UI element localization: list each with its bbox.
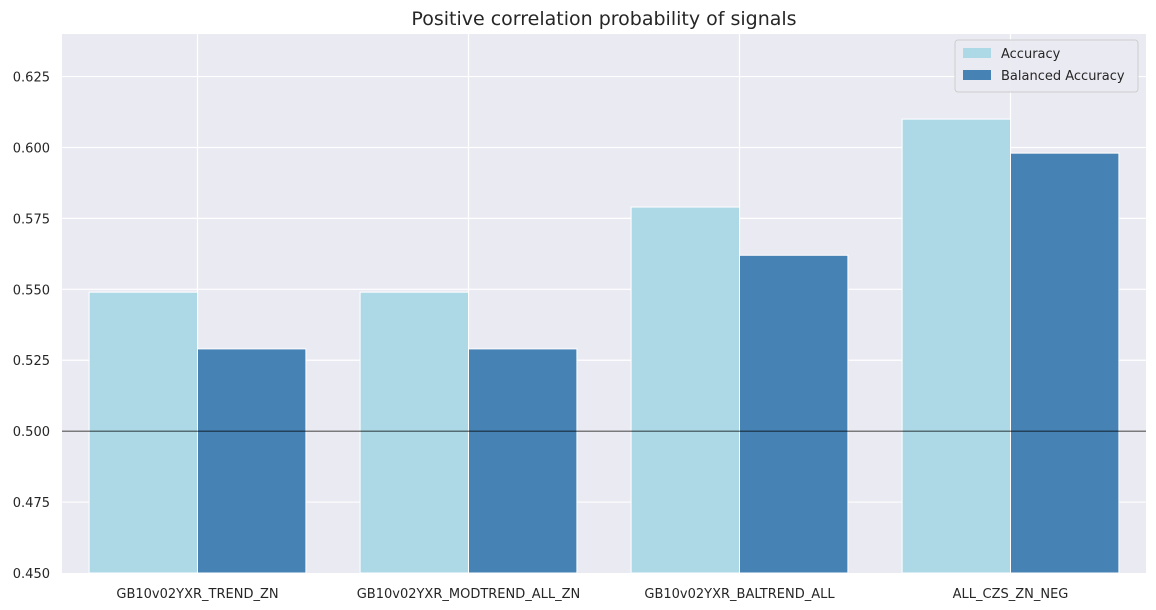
x-tick-label: ALL_CZS_ZN_NEG: [953, 587, 1069, 602]
bar-balanced-accuracy-2: [739, 254, 849, 574]
x-axis-ticks: GB10v02YXR_TREND_ZN GB10v02YXR_MODTREND_A…: [116, 587, 1068, 602]
legend: Accuracy Balanced Accuracy: [954, 39, 1139, 93]
x-tick-label: GB10v02YXR_TREND_ZN: [116, 587, 278, 602]
x-tick-label: GB10v02YXR_MODTREND_ALL_ZN: [357, 587, 581, 602]
x-tick-label: GB10v02YXR_BALTREND_ALL: [644, 587, 835, 602]
y-tick-label: 0.550: [13, 283, 50, 298]
bar-balanced-accuracy-3: [1010, 152, 1120, 574]
bar-accuracy-2: [630, 206, 740, 574]
legend-box: [954, 39, 1139, 93]
bar-balanced-accuracy-0: [197, 348, 307, 574]
bars: [88, 118, 1120, 574]
y-axis-ticks: 0.450 0.475 0.500 0.525 0.550 0.575 0.600 0.625: [13, 71, 50, 582]
chart-title: Positive correlation probability of sign…: [411, 8, 796, 30]
y-tick-label: 0.450: [13, 567, 50, 582]
y-tick-label: 0.625: [13, 71, 50, 86]
bar-accuracy-1: [359, 291, 470, 574]
y-tick-label: 0.475: [13, 496, 50, 511]
legend-label: Accuracy: [1001, 47, 1061, 62]
y-tick-label: 0.600: [13, 141, 50, 156]
bar-balanced-accuracy-1: [468, 348, 578, 574]
legend-swatch: [963, 48, 991, 58]
legend-label: Balanced Accuracy: [1001, 69, 1125, 84]
legend-swatch: [963, 70, 991, 80]
bar-accuracy-0: [88, 291, 198, 574]
y-tick-label: 0.500: [13, 425, 50, 440]
y-tick-label: 0.575: [13, 212, 50, 227]
y-tick-label: 0.525: [13, 354, 50, 369]
bar-accuracy-3: [901, 118, 1011, 574]
